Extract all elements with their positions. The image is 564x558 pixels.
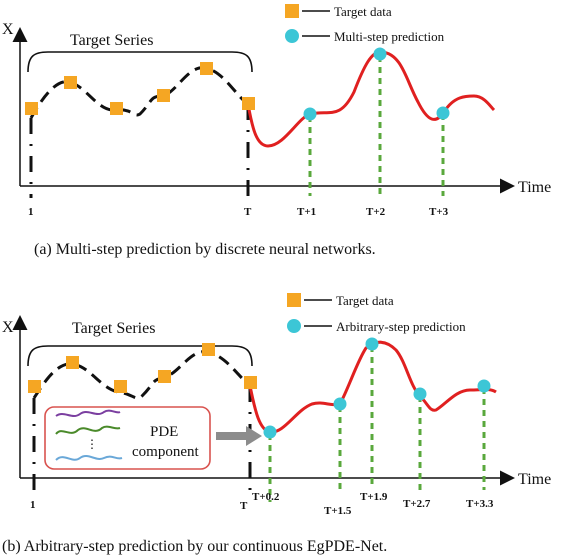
panel-a-tick: 1	[28, 206, 34, 218]
panel-a-prediction-point	[436, 106, 450, 120]
panel-a-x-axis-label: Time	[518, 179, 551, 196]
pde-arrow	[216, 426, 262, 446]
panel-b-legend-prediction-label: Arbitrary-step prediction	[336, 319, 466, 334]
panel-b-tick: T+1.5	[324, 505, 352, 517]
panel-b-x-axis-label: Time	[518, 471, 551, 488]
panel-a-tick: T+2	[366, 206, 386, 218]
panel-b-target-point	[202, 343, 215, 356]
panel-b-target-point	[114, 380, 127, 393]
panel-a-y-axis-label: X	[2, 21, 14, 38]
pde-component-label: PDE	[150, 424, 178, 440]
pde-wave-icon	[55, 425, 121, 435]
panel-a-legend-target-icon	[285, 4, 299, 18]
panel-a-legend-target-label: Target data	[334, 4, 392, 19]
panel-b-tick: T+2.7	[403, 498, 431, 510]
panel-a-legend-prediction-label: Multi-step prediction	[334, 29, 445, 44]
pde-ellipsis: ⋮	[86, 437, 98, 451]
panel-b-tick: 1	[30, 499, 36, 511]
panel-a-target-point	[200, 62, 213, 75]
panel-a-target-curve	[29, 66, 249, 119]
panel-b-prediction-point	[365, 337, 379, 351]
panel-a-target-point	[157, 89, 170, 102]
panel-b-tick: T	[240, 500, 248, 512]
panel-a-caption: (a) Multi-step prediction by discrete ne…	[34, 241, 376, 258]
panel-b-prediction-point	[333, 397, 347, 411]
panel-b-target-point	[244, 376, 257, 389]
panel-b-bracket	[27, 345, 253, 367]
panel-a-prediction-point	[373, 47, 387, 61]
panel-b-target-point	[66, 356, 79, 369]
panel-a: X Time Target Series 1 T T+1 T+2 T+3	[2, 4, 551, 258]
panel-a-bracket	[27, 51, 253, 73]
panel-a-target-point	[25, 102, 38, 115]
pde-component-box	[44, 406, 211, 470]
panel-b-tick: T+1.9	[360, 491, 388, 503]
panel-b: X Time Target Series	[2, 293, 551, 555]
panel-b-tick: T+0.2	[252, 491, 280, 503]
panel-b-legend-target-icon	[287, 293, 301, 307]
panel-a-target-point	[64, 76, 77, 89]
panel-a-target-point	[110, 102, 123, 115]
panel-b-target-point	[28, 380, 41, 393]
panel-b-bracket-label: Target Series	[72, 320, 155, 337]
panel-b-y-axis-label: X	[2, 319, 14, 336]
panel-b-prediction-point	[477, 379, 491, 393]
panel-a-tick: T	[244, 206, 252, 218]
panel-b-prediction-point	[413, 387, 427, 401]
panel-a-legend-prediction-icon	[285, 29, 299, 43]
panel-b-legend-target-label: Target data	[336, 293, 394, 308]
panel-a-tick: T+3	[429, 206, 449, 218]
pde-component-label: component	[132, 444, 199, 460]
panel-b-prediction-curve	[248, 340, 497, 434]
panel-b-target-point	[158, 370, 171, 383]
panel-a-prediction-point	[303, 107, 317, 121]
panel-b-caption: (b) Arbitrary-step prediction by our con…	[2, 538, 387, 555]
panel-a-tick: T+1	[297, 206, 316, 218]
panel-a-target-point	[242, 97, 255, 110]
panel-b-prediction-point	[263, 425, 277, 439]
panel-b-legend-prediction-icon	[287, 319, 301, 333]
panel-a-bracket-label: Target Series	[70, 32, 153, 49]
pde-wave-icon	[55, 409, 121, 417]
panel-b-tick: T+3.3	[466, 498, 494, 510]
panel-a-prediction-curve	[246, 50, 496, 148]
pde-wave-icon	[55, 455, 123, 461]
